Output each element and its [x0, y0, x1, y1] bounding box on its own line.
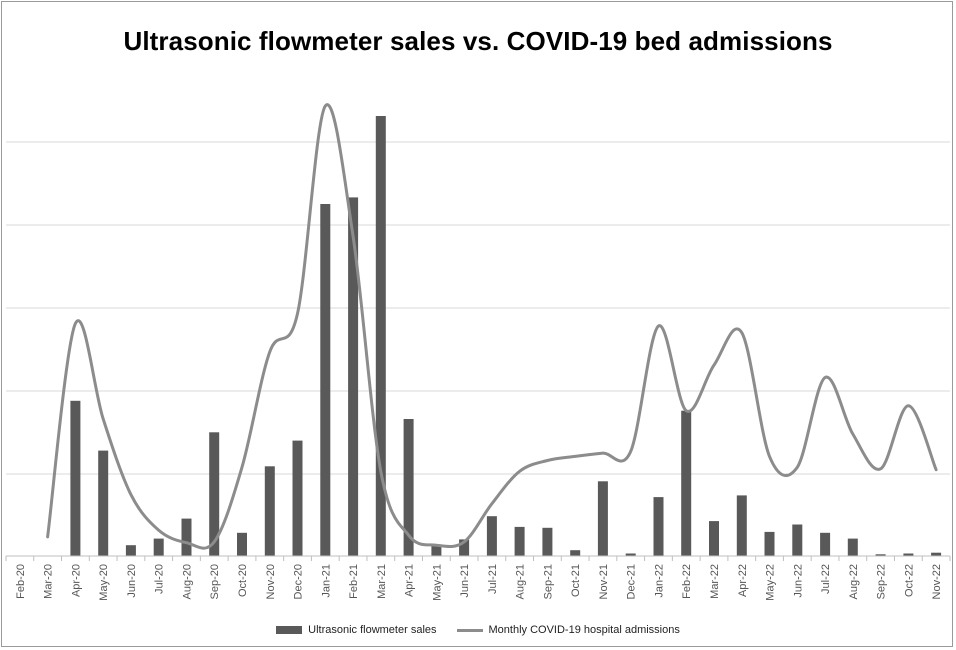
bar-Apr-22: [736, 495, 747, 556]
x-tick-label: Jan-21: [320, 564, 332, 598]
bar-Jan-22: [653, 497, 664, 556]
x-tick-label: Apr-22: [737, 564, 749, 597]
bar-Jun-20: [125, 545, 136, 556]
bar-Nov-22: [931, 552, 942, 556]
x-tick-label: Aug-22: [848, 564, 860, 599]
bar-Sep-20: [209, 432, 220, 556]
bar-Sep-22: [875, 554, 886, 556]
x-tick-label: Sep-22: [876, 564, 888, 599]
chart-title: Ultrasonic flowmeter sales vs. COVID-19 …: [123, 26, 833, 56]
x-tick-label: May-21: [431, 564, 443, 601]
x-tick-label: May-20: [98, 564, 110, 601]
legend-item-admissions: Monthly COVID-19 hospital admissions: [456, 624, 680, 636]
bar-Oct-22: [903, 553, 914, 556]
bar-series: [70, 116, 942, 556]
x-tick-label: Sep-21: [542, 564, 554, 599]
legend-swatch-line: [456, 628, 483, 632]
x-tick-label: Jun-20: [126, 564, 138, 598]
gridlines: [6, 141, 950, 475]
bar-May-21: [431, 546, 442, 556]
x-tick-label: Mar-21: [376, 564, 388, 599]
x-tick-label: May-22: [765, 564, 777, 601]
legend: Ultrasonic flowmeter sales Monthly COVID…: [0, 624, 956, 636]
legend-item-sales: Ultrasonic flowmeter sales: [276, 624, 437, 636]
bar-Nov-20: [264, 466, 275, 556]
bar-Jul-22: [820, 532, 831, 556]
admissions-line: [46, 103, 938, 550]
bar-Jun-22: [792, 524, 803, 556]
x-tick-label: Feb-22: [681, 564, 693, 599]
bar-Jun-21: [459, 539, 470, 556]
x-tick-label: Nov-22: [931, 564, 943, 599]
bar-Dec-20: [292, 440, 303, 556]
x-axis: Feb-20 Mar-20 Apr-20 May-20 Jun-20 Jul-20 Aug-…: [5, 555, 951, 601]
bar-Feb-22: [681, 410, 692, 556]
bar-Aug-20: [181, 518, 192, 556]
bar-Nov-21: [597, 481, 608, 556]
bar-Aug-21: [514, 526, 525, 556]
bar-Apr-20: [70, 400, 81, 556]
x-tick-label: Oct-21: [570, 564, 582, 597]
x-tick-label: Oct-20: [237, 564, 249, 597]
x-tick-label: Mar-22: [709, 564, 721, 599]
x-tick-label: Feb-20: [15, 564, 27, 599]
x-tick-label: Jul-21: [487, 564, 499, 594]
bar-Dec-21: [625, 553, 636, 556]
legend-label-admissions: Monthly COVID-19 hospital admissions: [488, 624, 680, 636]
bar-Jul-20: [153, 538, 164, 556]
x-tick-label: Mar-20: [43, 564, 55, 599]
x-tick-label: Dec-21: [626, 564, 638, 599]
bar-Mar-22: [709, 521, 719, 556]
bar-May-20: [98, 450, 109, 556]
bar-Oct-20: [237, 532, 247, 556]
bar-Sep-21: [542, 527, 553, 556]
legend-swatch-bar: [276, 626, 303, 634]
x-tick-label: Oct-22: [903, 564, 915, 597]
bar-Aug-22: [847, 538, 858, 556]
x-tick-label: Sep-20: [209, 564, 221, 599]
line-series: [46, 103, 938, 550]
bar-Oct-21: [570, 550, 581, 556]
bar-May-22: [764, 531, 775, 556]
bar-Jul-21: [486, 516, 497, 556]
x-tick-label: Jan-22: [653, 564, 665, 598]
bar-Apr-21: [403, 419, 414, 556]
bar-Feb-21: [348, 197, 359, 556]
x-tick-label: Jun-21: [459, 564, 471, 598]
bar-Mar-21: [375, 116, 386, 556]
x-tick-label: Dec-20: [293, 564, 305, 599]
x-tick-label: Jun-22: [792, 564, 804, 598]
x-tick-label: Jul-20: [154, 564, 166, 594]
x-tick-label: Nov-20: [265, 564, 277, 599]
x-tick-label: Aug-20: [181, 564, 193, 599]
x-tick-label: Apr-20: [70, 564, 82, 597]
x-tick-label: Feb-21: [348, 564, 360, 599]
x-tick-label: Apr-21: [404, 564, 416, 597]
legend-label-sales: Ultrasonic flowmeter sales: [308, 624, 437, 636]
x-tick-label: Aug-21: [515, 564, 527, 599]
x-tick-label: Jul-22: [820, 564, 832, 594]
x-tick-label: Nov-21: [598, 564, 610, 599]
bar-Jan-21: [320, 204, 331, 556]
